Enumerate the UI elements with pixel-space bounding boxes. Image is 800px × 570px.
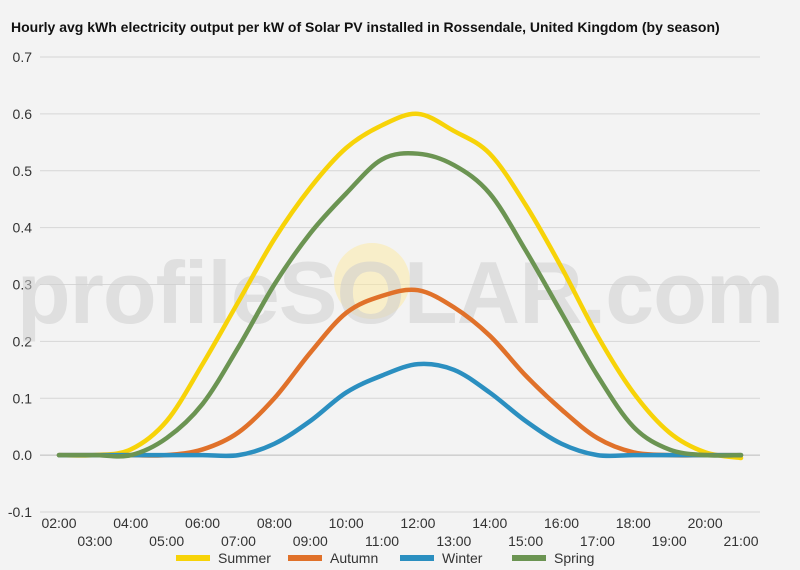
legend-label: Spring: [554, 550, 594, 566]
x-tick-label: 09:00: [293, 533, 328, 549]
legend-swatch: [288, 555, 322, 561]
y-tick-label: 0.7: [13, 49, 33, 65]
x-tick-label: 08:00: [257, 515, 292, 531]
legend-swatch: [400, 555, 434, 561]
x-tick-label: 17:00: [580, 533, 615, 549]
y-tick-label: 0.0: [13, 447, 33, 463]
y-tick-label: 0.4: [13, 220, 33, 236]
legend-swatch: [512, 555, 546, 561]
legend-swatch: [176, 555, 210, 561]
chart-title: Hourly avg kWh electricity output per kW…: [11, 19, 720, 35]
y-tick-label: 0.2: [13, 333, 33, 349]
x-tick-label: 21:00: [723, 533, 758, 549]
x-tick-label: 07:00: [221, 533, 256, 549]
watermark-sun-icon: [334, 243, 410, 319]
series-line-spring: [56, 150, 744, 459]
x-tick-label: 06:00: [185, 515, 220, 531]
y-tick-label: -0.1: [8, 504, 32, 520]
x-tick-label: 12:00: [400, 515, 435, 531]
x-tick-label: 03:00: [77, 533, 112, 549]
x-tick-label: 13:00: [436, 533, 471, 549]
y-tick-label: 0.6: [13, 106, 33, 122]
x-tick-label: 19:00: [652, 533, 687, 549]
series-line-winter: [56, 361, 744, 459]
legend-item-summer: Summer: [176, 550, 271, 566]
y-tick-label: 0.5: [13, 163, 33, 179]
legend-label: Summer: [218, 550, 271, 566]
x-tick-label: 18:00: [616, 515, 651, 531]
legend-label: Autumn: [330, 550, 378, 566]
x-tick-label: 20:00: [688, 515, 723, 531]
legend-item-winter: Winter: [400, 550, 483, 566]
series-line-summer: [56, 111, 744, 461]
x-tick-label: 15:00: [508, 533, 543, 549]
x-tick-label: 10:00: [329, 515, 364, 531]
x-tick-label: 16:00: [544, 515, 579, 531]
x-tick-label: 05:00: [149, 533, 184, 549]
y-tick-label: 0.1: [13, 390, 33, 406]
x-tick-label: 11:00: [365, 533, 399, 549]
x-tick-label: 04:00: [113, 515, 148, 531]
legend-label: Winter: [442, 550, 483, 566]
legend-item-autumn: Autumn: [288, 550, 378, 566]
y-tick-label: 0.3: [13, 277, 33, 293]
x-tick-label: 02:00: [41, 515, 76, 531]
legend-item-spring: Spring: [512, 550, 594, 566]
x-tick-label: 14:00: [472, 515, 507, 531]
